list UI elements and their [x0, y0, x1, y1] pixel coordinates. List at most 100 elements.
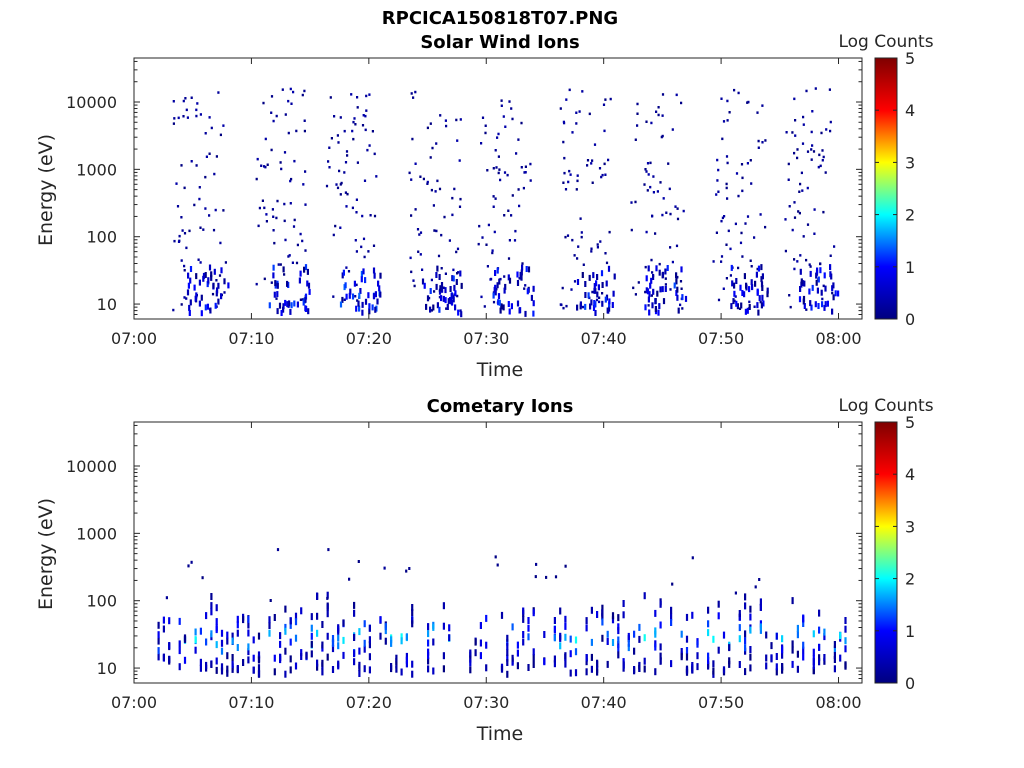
spectrogram-cell	[823, 628, 826, 636]
spectrogram-cell	[738, 624, 741, 632]
spectrogram-cell	[810, 130, 813, 134]
spectrogram-cell	[815, 272, 818, 279]
spectrogram-cell	[833, 665, 836, 673]
x-tick-label: 07:00	[111, 693, 157, 712]
spectrogram-cell	[195, 164, 198, 167]
spectrogram-cell	[452, 268, 455, 272]
spectrogram-cell	[379, 616, 382, 624]
spectrogram-cell	[217, 282, 220, 289]
spectrogram-cell	[791, 640, 794, 648]
spectrogram-cell	[451, 213, 454, 217]
spectrogram-cell	[300, 649, 303, 657]
spectrogram-cell	[609, 97, 612, 101]
spectrogram-cell	[744, 644, 747, 652]
spectrogram-cell	[508, 308, 511, 315]
spectrogram-cell	[516, 662, 519, 670]
spectrogram-cell	[564, 188, 568, 191]
spectrogram-cell	[372, 267, 376, 274]
spectrogram-cell	[293, 159, 296, 163]
spectrogram-cell	[334, 224, 337, 228]
spectrogram-cell	[725, 277, 728, 280]
spectrogram-cell	[411, 620, 414, 628]
spectrogram-cell	[580, 235, 583, 239]
spectrogram-cell	[202, 228, 205, 231]
spectrogram-cell	[756, 288, 759, 295]
spectrogram-cell	[770, 655, 773, 663]
spectrogram-cell	[496, 282, 499, 289]
spectrogram-cell	[453, 284, 456, 291]
spectrogram-cell	[306, 268, 309, 275]
spectrogram-cell	[430, 278, 433, 282]
spectrogram-cell	[592, 272, 595, 279]
spectrogram-cell	[405, 633, 408, 641]
spectrogram-cell	[665, 211, 668, 214]
spectrogram-cell	[279, 263, 282, 266]
spectrogram-cell	[295, 129, 298, 133]
spectrogram-cell	[793, 267, 796, 271]
spectrogram-cell	[363, 645, 366, 653]
spectrogram-cell	[434, 190, 437, 193]
spectrogram-cell	[575, 122, 578, 125]
spectrogram-cell	[601, 634, 604, 642]
spectrogram-cell	[210, 630, 213, 638]
spectrogram-cell	[330, 137, 333, 140]
spectrogram-cell	[576, 174, 579, 177]
spectrogram-cell	[204, 207, 207, 210]
spectrogram-cell	[507, 209, 510, 212]
spectrogram-cell	[429, 288, 432, 294]
spectrogram-cell	[427, 657, 430, 665]
spectrogram-cell	[354, 295, 357, 298]
spectrogram-cell	[728, 660, 731, 668]
spectrogram-cell	[643, 657, 646, 665]
spectrogram-cell	[802, 295, 806, 302]
spectrogram-cell	[287, 99, 290, 103]
axes-frame	[133, 57, 863, 320]
spectrogram-cell	[525, 266, 528, 272]
spectrogram-cell	[367, 250, 370, 253]
spectrogram-cell	[569, 669, 572, 677]
spectrogram-cell	[180, 303, 183, 306]
spectrogram-cell	[696, 640, 699, 648]
spectrogram-cell	[390, 636, 393, 644]
spectrogram-cell	[493, 230, 496, 234]
spectrogram-cell	[199, 627, 202, 635]
solar-wind-ylabel: Energy (eV)	[35, 134, 57, 246]
spectrogram-cell	[518, 277, 521, 280]
spectrogram-cell	[181, 229, 184, 232]
colorbar-gradient	[874, 421, 898, 684]
spectrogram-cell	[348, 577, 351, 581]
spectrogram-cell	[574, 636, 578, 644]
spectrogram-cell	[231, 637, 234, 645]
spectrogram-cell	[276, 199, 279, 203]
spectrogram-cell	[696, 663, 699, 671]
spectrogram-cell	[527, 266, 531, 273]
spectrogram-cell	[491, 251, 494, 255]
spectrogram-cell	[194, 628, 197, 636]
spectrogram-cell	[325, 184, 329, 188]
spectrogram-cell	[627, 632, 630, 640]
spectrogram-cell	[455, 279, 458, 285]
spectrogram-cell	[707, 662, 710, 670]
spectrogram-cell	[231, 632, 234, 640]
spectrogram-cell	[646, 162, 650, 165]
spectrogram-cell	[812, 630, 815, 638]
spectrogram-cell	[617, 651, 620, 659]
spectrogram-cell	[645, 275, 648, 282]
solar-wind-title: Solar Wind Ions	[420, 32, 579, 53]
spectrogram-cell	[822, 210, 825, 214]
spectrogram-cell	[716, 179, 719, 182]
spectrogram-cell	[363, 255, 366, 259]
spectrogram-cell	[598, 167, 602, 170]
spectrogram-cell	[283, 202, 286, 206]
spectrogram-cell	[744, 637, 747, 645]
spectrogram-cell	[355, 211, 358, 214]
spectrogram-cell	[305, 651, 308, 659]
colorbar-tick-label: 4	[905, 101, 915, 120]
spectrogram-cell	[194, 295, 197, 302]
colorbar-tick-label: 4	[905, 465, 915, 484]
spectrogram-cell	[607, 265, 611, 272]
spectrogram-cell	[493, 286, 496, 293]
y-tick-label: 10	[97, 659, 117, 678]
spectrogram-cell	[679, 303, 682, 307]
spectrogram-cell	[187, 272, 190, 279]
